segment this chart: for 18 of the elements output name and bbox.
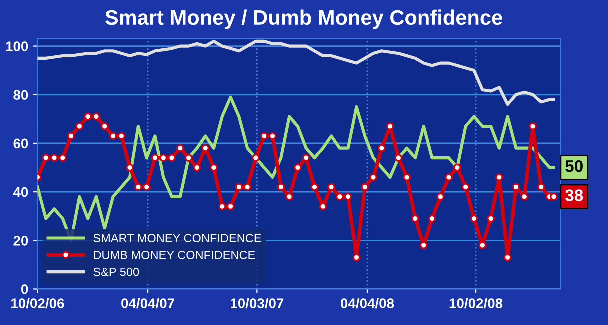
y-tick-label: 40 (13, 187, 28, 198)
x-tick-label: 04/04/07 (122, 298, 174, 309)
y-tick-label: 0 (21, 284, 28, 294)
chart-title: Smart Money / Dumb Money Confidence (106, 10, 502, 30)
y-tick-label: 80 (14, 90, 28, 100)
legend-label: SMART MONEY CONFIDENCE (94, 234, 262, 242)
y-tick-label: 100 (6, 42, 28, 52)
y-tick-label: 20 (14, 236, 28, 246)
legend-label: S&P 500 (94, 268, 140, 276)
x-tick-label: 10/02/08 (450, 298, 503, 309)
data-label: 50 (566, 160, 583, 172)
line-series (38, 40, 556, 106)
x-tick-label: 10/03/07 (231, 298, 284, 309)
legend-label: DUMB MONEY CONFIDENCE (94, 251, 256, 260)
data-label: 38 (565, 190, 584, 202)
x-tick-label: 10/02/06 (12, 298, 64, 309)
x-tick-label: 04/04/08 (341, 298, 394, 309)
y-tick-label: 60 (14, 138, 28, 149)
